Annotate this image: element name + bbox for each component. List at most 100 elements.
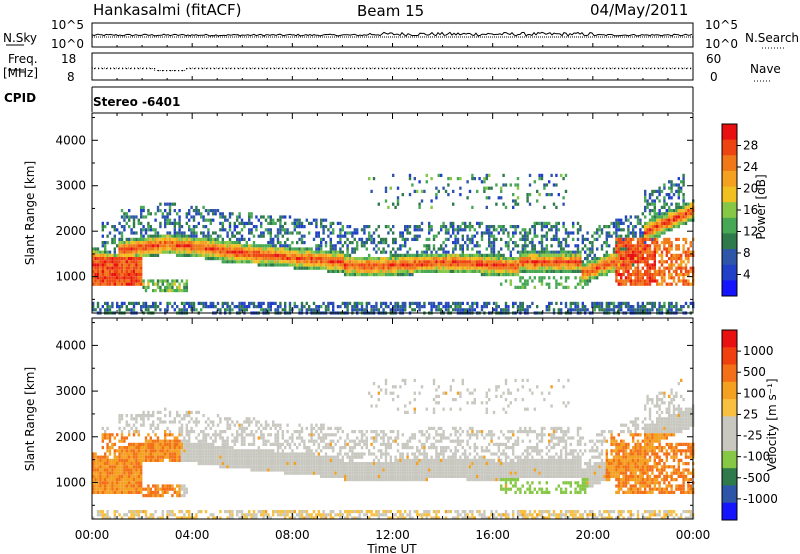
cpid-label: CPID bbox=[4, 91, 36, 105]
heatmap-cell bbox=[620, 244, 623, 248]
heatmap-cell bbox=[507, 234, 510, 238]
heatmap-cell bbox=[543, 183, 546, 187]
heatmap-cell bbox=[135, 426, 138, 430]
heatmap-cell bbox=[190, 305, 193, 309]
heatmap-cell bbox=[308, 263, 311, 267]
heatmap-cell bbox=[461, 237, 464, 241]
heatmap-cell bbox=[348, 253, 352, 257]
heatmap-cell bbox=[293, 305, 296, 309]
heatmap-cell bbox=[204, 305, 208, 309]
heatmap-cell bbox=[197, 301, 200, 305]
heatmap-cell bbox=[180, 439, 184, 443]
heatmap-cell bbox=[454, 241, 457, 245]
heatmap-cell bbox=[648, 273, 652, 277]
heatmap-cell bbox=[159, 439, 162, 443]
heatmap-cell bbox=[207, 241, 210, 245]
heatmap-cell bbox=[329, 237, 332, 241]
heatmap-cell bbox=[519, 231, 522, 235]
heatmap-cell bbox=[183, 417, 186, 421]
heatmap-cell bbox=[341, 244, 344, 248]
heatmap-cell bbox=[464, 257, 467, 261]
heatmap-cell bbox=[101, 478, 104, 482]
heatmap-cell bbox=[584, 250, 587, 254]
heatmap-cell bbox=[132, 276, 136, 280]
nave-point bbox=[362, 68, 364, 70]
heatmap-cell bbox=[502, 308, 505, 312]
heatmap-cell bbox=[411, 273, 414, 277]
heatmap-cell bbox=[204, 234, 208, 238]
nave-point bbox=[182, 70, 184, 72]
heatmap-cell bbox=[663, 231, 666, 235]
heatmap-cell bbox=[183, 301, 186, 305]
heatmap-cell bbox=[104, 474, 107, 478]
heatmap-cell bbox=[555, 253, 558, 257]
heatmap-cell bbox=[125, 481, 128, 485]
heatmap-cell bbox=[516, 273, 520, 277]
nsky-label: N.Sky bbox=[3, 31, 37, 45]
heatmap-cell bbox=[670, 183, 673, 187]
heatmap-cell bbox=[106, 465, 109, 469]
heatmap-cell bbox=[408, 173, 412, 177]
heatmap-cell bbox=[185, 250, 188, 254]
heatmap-cell bbox=[161, 282, 164, 286]
heatmap-cell bbox=[473, 234, 476, 238]
nsearch-tick-top: 10^5 bbox=[705, 18, 738, 32]
heatmap-cell bbox=[454, 247, 457, 251]
heatmap-cell bbox=[142, 250, 145, 254]
heatmap-cell bbox=[252, 241, 256, 245]
heatmap-cell bbox=[368, 257, 371, 261]
heatmap-cell bbox=[125, 478, 128, 482]
heatmap-cell bbox=[629, 260, 632, 264]
heatmap-cell bbox=[612, 263, 616, 267]
heatmap-cell bbox=[672, 183, 676, 187]
heatmap-cell bbox=[269, 231, 272, 235]
heatmap-cell bbox=[670, 260, 673, 264]
heatmap-cell bbox=[536, 260, 539, 264]
heatmap-cell bbox=[406, 225, 409, 229]
heatmap-cell bbox=[144, 436, 148, 440]
heatmap-cell bbox=[660, 308, 664, 312]
heatmap-cell bbox=[96, 468, 100, 472]
nave-point bbox=[626, 68, 628, 70]
heatmap-cell bbox=[641, 282, 644, 286]
heatmap-cell bbox=[440, 308, 443, 312]
heatmap-cell bbox=[130, 442, 133, 446]
heatmap-cell bbox=[118, 276, 121, 280]
heatmap-cell bbox=[214, 209, 217, 213]
heatmap-cell bbox=[670, 301, 673, 305]
heatmap-cell bbox=[459, 244, 462, 248]
heatmap-cell bbox=[416, 257, 419, 261]
heatmap-cell bbox=[406, 260, 409, 264]
heatmap-cell bbox=[440, 301, 443, 305]
heatmap-cell bbox=[384, 260, 388, 264]
heatmap-cell bbox=[101, 484, 104, 488]
heatmap-cell bbox=[596, 247, 599, 251]
heatmap-cell bbox=[660, 241, 664, 245]
heatmap-cell bbox=[101, 433, 104, 437]
heatmap-cell bbox=[636, 269, 640, 273]
heatmap-cell bbox=[180, 241, 184, 245]
heatmap-cell bbox=[492, 250, 496, 254]
nave-point bbox=[606, 68, 608, 70]
heatmap-cell bbox=[356, 260, 359, 264]
heatmap-cell bbox=[452, 221, 455, 225]
heatmap-cell bbox=[423, 244, 426, 248]
heatmap-cell bbox=[188, 305, 191, 309]
heatmap-cell bbox=[164, 250, 167, 254]
heatmap-cell bbox=[557, 221, 560, 225]
heatmap-cell bbox=[202, 225, 205, 229]
heatmap-cell bbox=[540, 260, 544, 264]
heatmap-cell bbox=[624, 241, 628, 245]
heatmap-cell bbox=[279, 225, 282, 229]
heatmap-cell bbox=[392, 225, 395, 229]
heatmap-cell bbox=[572, 250, 575, 254]
heatmap-cell bbox=[113, 237, 116, 241]
heatmap-cell bbox=[144, 285, 148, 289]
heatmap-cell bbox=[168, 205, 172, 209]
heatmap-cell bbox=[504, 301, 508, 305]
heatmap-cell bbox=[315, 247, 318, 251]
heatmap-cell bbox=[262, 301, 265, 305]
heatmap-cell bbox=[353, 308, 356, 312]
heatmap-cell bbox=[416, 266, 419, 270]
heatmap-cell bbox=[483, 273, 486, 277]
